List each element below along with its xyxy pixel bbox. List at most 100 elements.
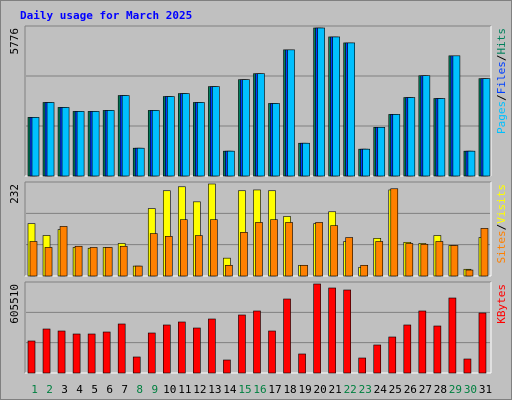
bar [435,241,444,277]
x-tick-label: 27 [419,383,432,396]
bar [119,245,128,277]
bar [287,49,295,177]
bar [197,102,205,177]
bar [347,42,355,177]
bar [57,330,66,374]
bar [134,265,143,277]
bar [437,98,446,177]
bar [448,297,457,374]
bar [433,325,442,374]
bar [91,111,100,177]
legend-separator: / [495,224,508,231]
bar [330,225,338,277]
bar [149,233,158,277]
bar [238,314,246,374]
bar [480,228,489,277]
x-tick-label: 26 [404,383,417,396]
bar [482,78,491,177]
x-tick-label: 19 [298,383,311,396]
x-tick-label: 29 [449,383,462,396]
bar [373,344,382,374]
bar [467,150,476,177]
x-tick-label: 17 [268,383,281,396]
bar [452,55,461,177]
x-tick-label: 14 [223,383,237,396]
bar [31,117,40,177]
bar [332,36,340,177]
bar [180,219,188,277]
x-tick-label: 7 [121,383,128,396]
bar [257,73,265,177]
x-tick-label: 31 [479,383,492,396]
bar [478,312,487,374]
x-tick-label: 28 [434,383,447,396]
legend-entry: Files [495,61,508,94]
x-tick-label: 4 [76,383,83,396]
y-tick-label: 605510 [8,284,21,324]
bar [46,102,55,177]
bar [240,232,248,277]
bar [61,107,70,177]
bar [104,247,113,277]
bar [212,86,220,177]
legend: Pages/Files/Hits [495,28,508,134]
bar [208,318,216,374]
bar [164,236,173,277]
x-tick-label: 23 [359,383,372,396]
x-tick-label: 30 [464,383,477,396]
bar [242,79,250,177]
bar [465,269,474,277]
bar [29,241,38,277]
bar [147,332,156,374]
bar [151,110,160,177]
x-tick-label: 21 [329,383,342,396]
y-tick-label: 5776 [8,28,21,55]
x-tick-label: 18 [283,383,296,396]
bar [76,111,85,177]
bar [117,323,126,374]
legend: KBytes [495,284,508,324]
legend-entry: Hits [495,28,508,55]
bar [44,247,53,277]
bar [345,237,353,277]
bar [390,188,399,277]
bar [74,245,83,277]
x-tick-label: 2 [46,383,53,396]
legend-separator: / [495,94,508,101]
bar [87,333,96,374]
legend-entry: Visits [495,184,508,224]
x-tick-label: 9 [151,383,158,396]
bar [42,328,51,374]
x-tick-label: 22 [344,383,357,396]
bar [313,283,321,374]
bar [253,310,261,374]
legend: Sites/Visits [495,184,508,264]
bar [272,103,280,177]
bar [223,359,231,374]
bar [178,321,186,374]
bar [407,97,416,177]
bar [255,222,263,277]
bar [418,310,427,374]
x-tick-label: 8 [136,383,143,396]
bar [225,264,233,277]
bar [328,287,336,374]
bar [166,96,175,177]
bar [420,243,429,277]
x-tick-label: 5 [91,383,98,396]
bar [27,340,36,374]
bar [405,243,414,277]
bar [270,219,278,277]
legend-entry: KBytes [495,284,508,324]
bar [298,353,306,374]
legend-separator: / [495,55,508,62]
bar [403,324,412,374]
bar [285,222,293,277]
x-tick-label: 11 [178,383,191,396]
bar [59,226,68,277]
chart-title: Daily usage for March 2025 [20,9,192,22]
x-tick-label: 3 [61,383,68,396]
bar [343,289,351,374]
bar [132,356,141,374]
